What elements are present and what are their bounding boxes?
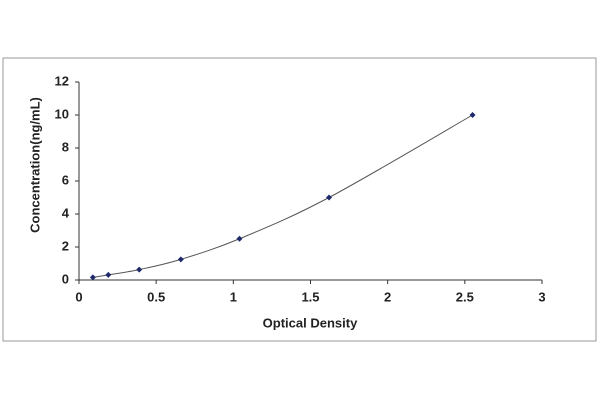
data-point: [236, 235, 243, 242]
x-tick-label: 3: [538, 289, 545, 304]
x-axis-label: Optical Density: [263, 315, 358, 330]
y-axis-label: Concentration(ng/mL): [27, 97, 42, 233]
x-tick-label: 2: [384, 289, 391, 304]
y-tick-label: 4: [62, 205, 70, 220]
x-tick-label: 1.5: [301, 289, 319, 304]
data-point: [105, 271, 112, 278]
y-tick-label: 12: [55, 73, 69, 88]
data-point: [177, 256, 184, 263]
y-tick-label: 10: [55, 106, 69, 121]
x-tick-label: 1: [230, 289, 237, 304]
y-tick-label: 8: [62, 139, 69, 154]
data-point: [469, 112, 476, 118]
x-tick-label: 2.5: [456, 289, 474, 304]
fit-curve: [92, 114, 473, 278]
x-tick-label: 0: [75, 289, 82, 304]
y-tick-label: 6: [62, 172, 69, 187]
y-tick-label: 2: [62, 238, 69, 253]
x-tick-label: 0.5: [147, 289, 165, 304]
data-point: [326, 194, 333, 201]
chart-frame: [2, 57, 597, 342]
data-point: [136, 266, 143, 273]
data-point: [89, 274, 96, 281]
y-tick-label: 0: [62, 271, 69, 286]
